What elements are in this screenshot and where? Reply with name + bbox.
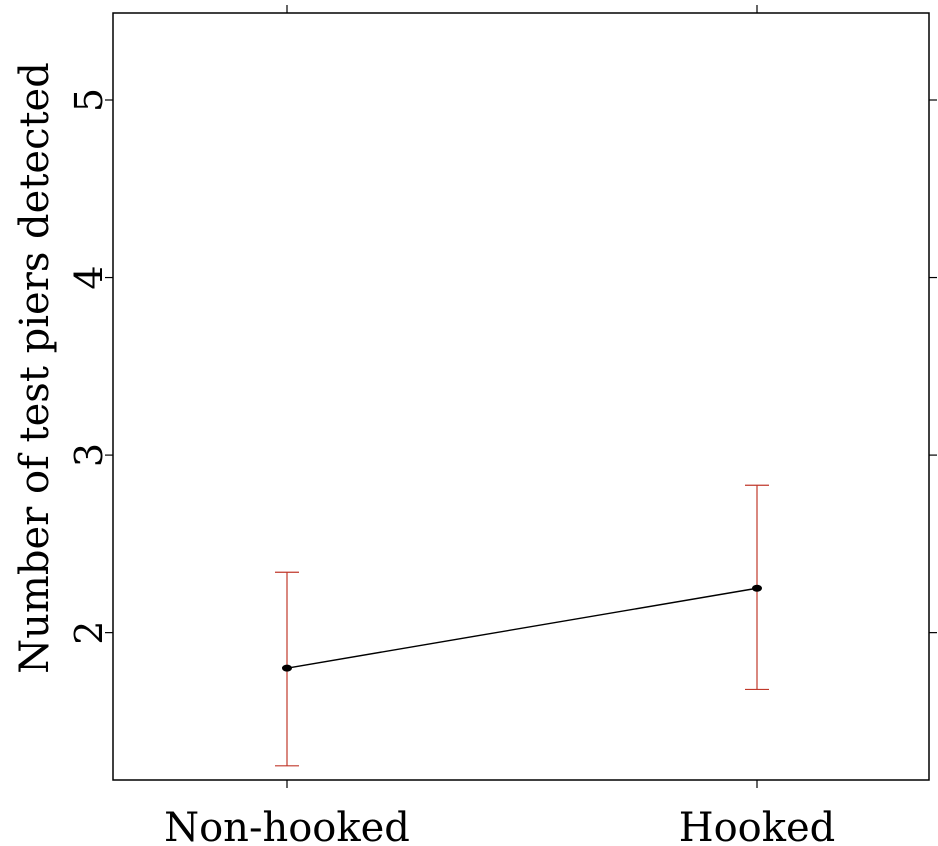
y-tick-label: 2 — [67, 621, 111, 645]
x-category-label: Hooked — [679, 805, 836, 846]
data-point — [752, 584, 762, 592]
series-line — [286, 587, 758, 669]
y-tick-label: 5 — [67, 88, 111, 112]
y-tick-label: 4 — [67, 265, 111, 289]
y-axis: 2 3 4 5 — [67, 88, 937, 645]
series-lines — [286, 587, 758, 669]
series-points — [282, 584, 762, 672]
y-axis-title: Number of test piers detected — [12, 62, 58, 674]
y-tick-label: 3 — [67, 443, 111, 467]
plot-frame — [112, 12, 930, 781]
error-bars — [275, 484, 769, 767]
x-axis: Non-hooked Hooked — [164, 5, 835, 846]
x-category-label: Non-hooked — [164, 805, 410, 846]
data-point — [282, 664, 292, 672]
